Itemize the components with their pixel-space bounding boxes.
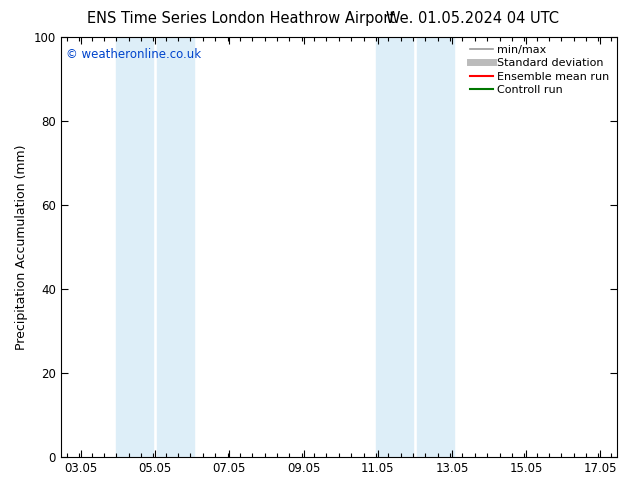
Text: We. 01.05.2024 04 UTC: We. 01.05.2024 04 UTC	[386, 11, 559, 26]
Bar	[157, 37, 194, 457]
Bar	[116, 37, 153, 457]
Legend: min/max, Standard deviation, Ensemble mean run, Controll run: min/max, Standard deviation, Ensemble me…	[468, 43, 611, 97]
Y-axis label: Precipitation Accumulation (mm): Precipitation Accumulation (mm)	[15, 145, 28, 350]
Text: ENS Time Series London Heathrow Airport: ENS Time Series London Heathrow Airport	[87, 11, 395, 26]
Text: © weatheronline.co.uk: © weatheronline.co.uk	[66, 48, 202, 61]
Bar	[376, 37, 413, 457]
Bar	[417, 37, 454, 457]
